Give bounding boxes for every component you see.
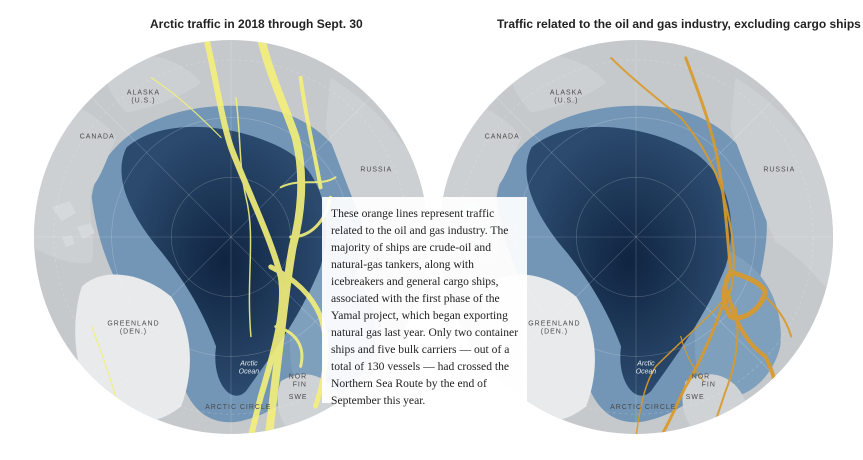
annotation-callout: These orange lines represent traffic rel… (322, 197, 527, 407)
arctic-ocean-label-sub: Ocean (239, 368, 260, 375)
norway-label: NOR (289, 373, 307, 380)
greenland-label-sub: (DEN.) (120, 329, 147, 336)
finland-label: FIN (702, 381, 716, 388)
canada-label: CANADA (80, 133, 115, 140)
arctic-ocean-label: Arctic (239, 360, 258, 367)
alaska-label: ALASKA (550, 90, 583, 97)
alaska-label: ALASKA (127, 90, 160, 97)
greenland-label: GREENLAND (107, 321, 159, 328)
arctic-ocean-label: Arctic (636, 360, 655, 367)
right-map-title: Traffic related to the oil and gas indus… (497, 17, 861, 31)
alaska-label-sub: (U.S.) (131, 98, 155, 105)
russia-label: RUSSIA (360, 166, 392, 173)
sweden-label: SWE (686, 394, 705, 401)
left-map-title: Arctic traffic in 2018 through Sept. 30 (150, 17, 363, 31)
arctic-circle-label: ARCTIC CIRCLE (610, 404, 676, 411)
norway-label: NOR (692, 373, 710, 380)
arctic-circle-label: ARCTIC CIRCLE (205, 404, 271, 411)
russia-label: RUSSIA (763, 166, 795, 173)
greenland-label: GREENLAND (528, 321, 580, 328)
sweden-label: SWE (289, 394, 308, 401)
alaska-label-sub: (U.S.) (554, 98, 578, 105)
canada-label: CANADA (485, 133, 520, 140)
arctic-ocean-label-sub: Ocean (636, 368, 657, 375)
greenland-label-sub: (DEN.) (541, 329, 568, 336)
finland-label: FIN (293, 381, 307, 388)
